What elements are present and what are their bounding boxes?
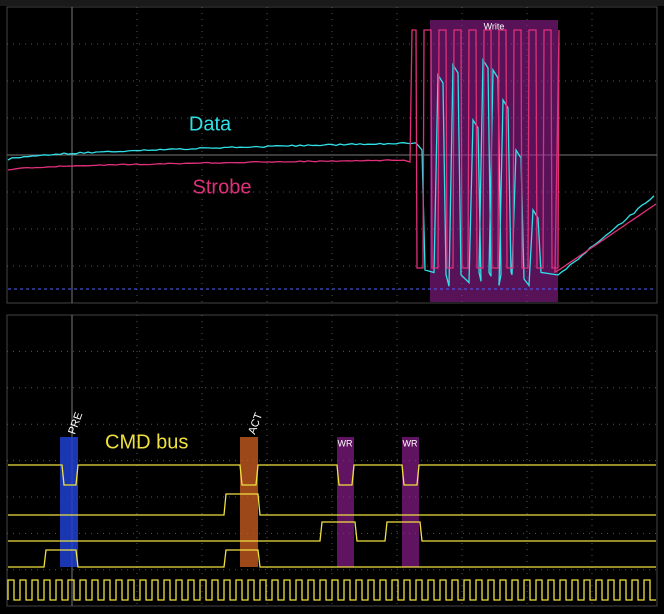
command-label: WR (338, 438, 353, 448)
bus-label: CMD bus (105, 431, 188, 453)
top-bar (0, 0, 664, 6)
wr-box (337, 437, 354, 567)
page: {"top_panel": {"box_label": "Write", "tr… (0, 0, 664, 614)
data-label: Data (189, 113, 232, 135)
wr-box (402, 437, 419, 567)
command-label: WR (403, 438, 418, 448)
pre-box (60, 437, 78, 567)
act-box (240, 437, 258, 567)
strobe-label: Strobe (193, 176, 252, 198)
scope-screen: Write Data Strobe CMD bus PRE ACT WR WR (0, 0, 664, 614)
